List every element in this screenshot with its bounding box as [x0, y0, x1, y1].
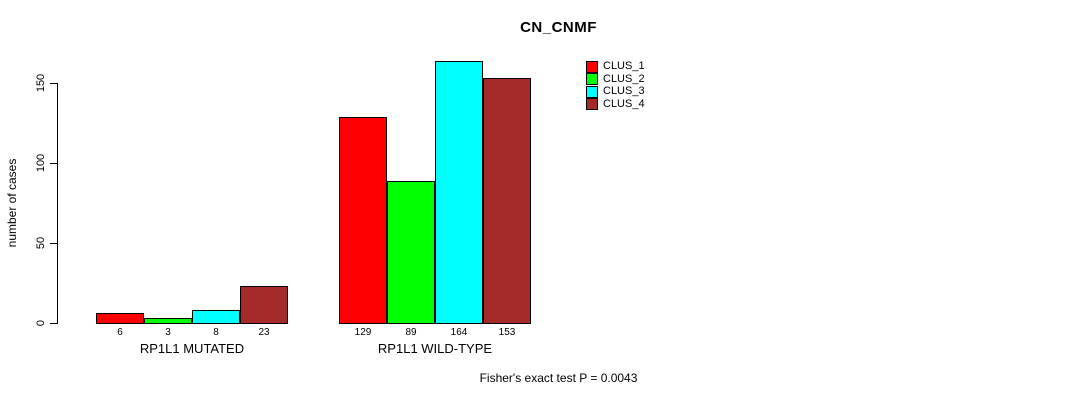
bar-clus_4-mutated — [240, 286, 288, 324]
bar-value-label: 164 — [450, 327, 468, 338]
legend: CLUS_1 CLUS_2 CLUS_3 CLUS_4 — [586, 60, 645, 110]
bar-value-label: 89 — [405, 327, 417, 338]
bar-value-label: 129 — [354, 327, 372, 338]
legend-item: CLUS_1 — [586, 60, 645, 73]
y-tick-label: 150 — [35, 73, 47, 93]
y-tick-mark — [50, 243, 57, 244]
legend-swatch-icon — [586, 98, 598, 110]
bar-value-label: 8 — [213, 327, 219, 338]
legend-label: CLUS_3 — [603, 85, 645, 97]
bar-clus_2-mutated — [144, 318, 192, 324]
bar-clus_1-mutated — [96, 313, 144, 324]
bar-clus_3-mutated — [192, 310, 240, 324]
y-axis-line — [57, 83, 58, 324]
y-tick-mark — [50, 323, 57, 324]
bar-value-label: 3 — [165, 327, 171, 338]
y-tick-mark — [50, 163, 57, 164]
legend-item: CLUS_3 — [586, 85, 645, 98]
legend-swatch-icon — [586, 73, 598, 85]
x-category-label: RP1L1 WILD-TYPE — [377, 341, 493, 356]
x-category-label: RP1L1 MUTATED — [139, 341, 245, 356]
y-axis-label: number of cases — [5, 158, 19, 248]
legend-item: CLUS_4 — [586, 97, 645, 110]
y-tick-label: 100 — [35, 153, 47, 173]
bar-clus_4-wild-type — [483, 78, 531, 324]
legend-label: CLUS_2 — [603, 72, 645, 85]
bar-clus_2-wild-type — [387, 181, 435, 324]
bar-clus_3-wild-type — [435, 61, 483, 324]
chart-title: CN_CNMF — [520, 19, 597, 36]
bar-value-label: 23 — [258, 327, 270, 338]
legend-label: CLUS_4 — [603, 97, 645, 110]
bar-value-label: 6 — [117, 327, 123, 338]
legend-item: CLUS_2 — [586, 72, 645, 85]
y-tick-label: 50 — [35, 236, 47, 250]
legend-swatch-icon — [586, 60, 598, 73]
caption: Fisher's exact test P = 0.0043 — [479, 371, 638, 385]
y-tick-mark — [50, 83, 57, 84]
bar-value-label: 153 — [498, 327, 516, 338]
bar-clus_1-wild-type — [339, 117, 387, 324]
legend-label: CLUS_1 — [603, 60, 645, 72]
legend-swatch-icon — [586, 85, 598, 98]
y-tick-label: 0 — [35, 319, 47, 327]
